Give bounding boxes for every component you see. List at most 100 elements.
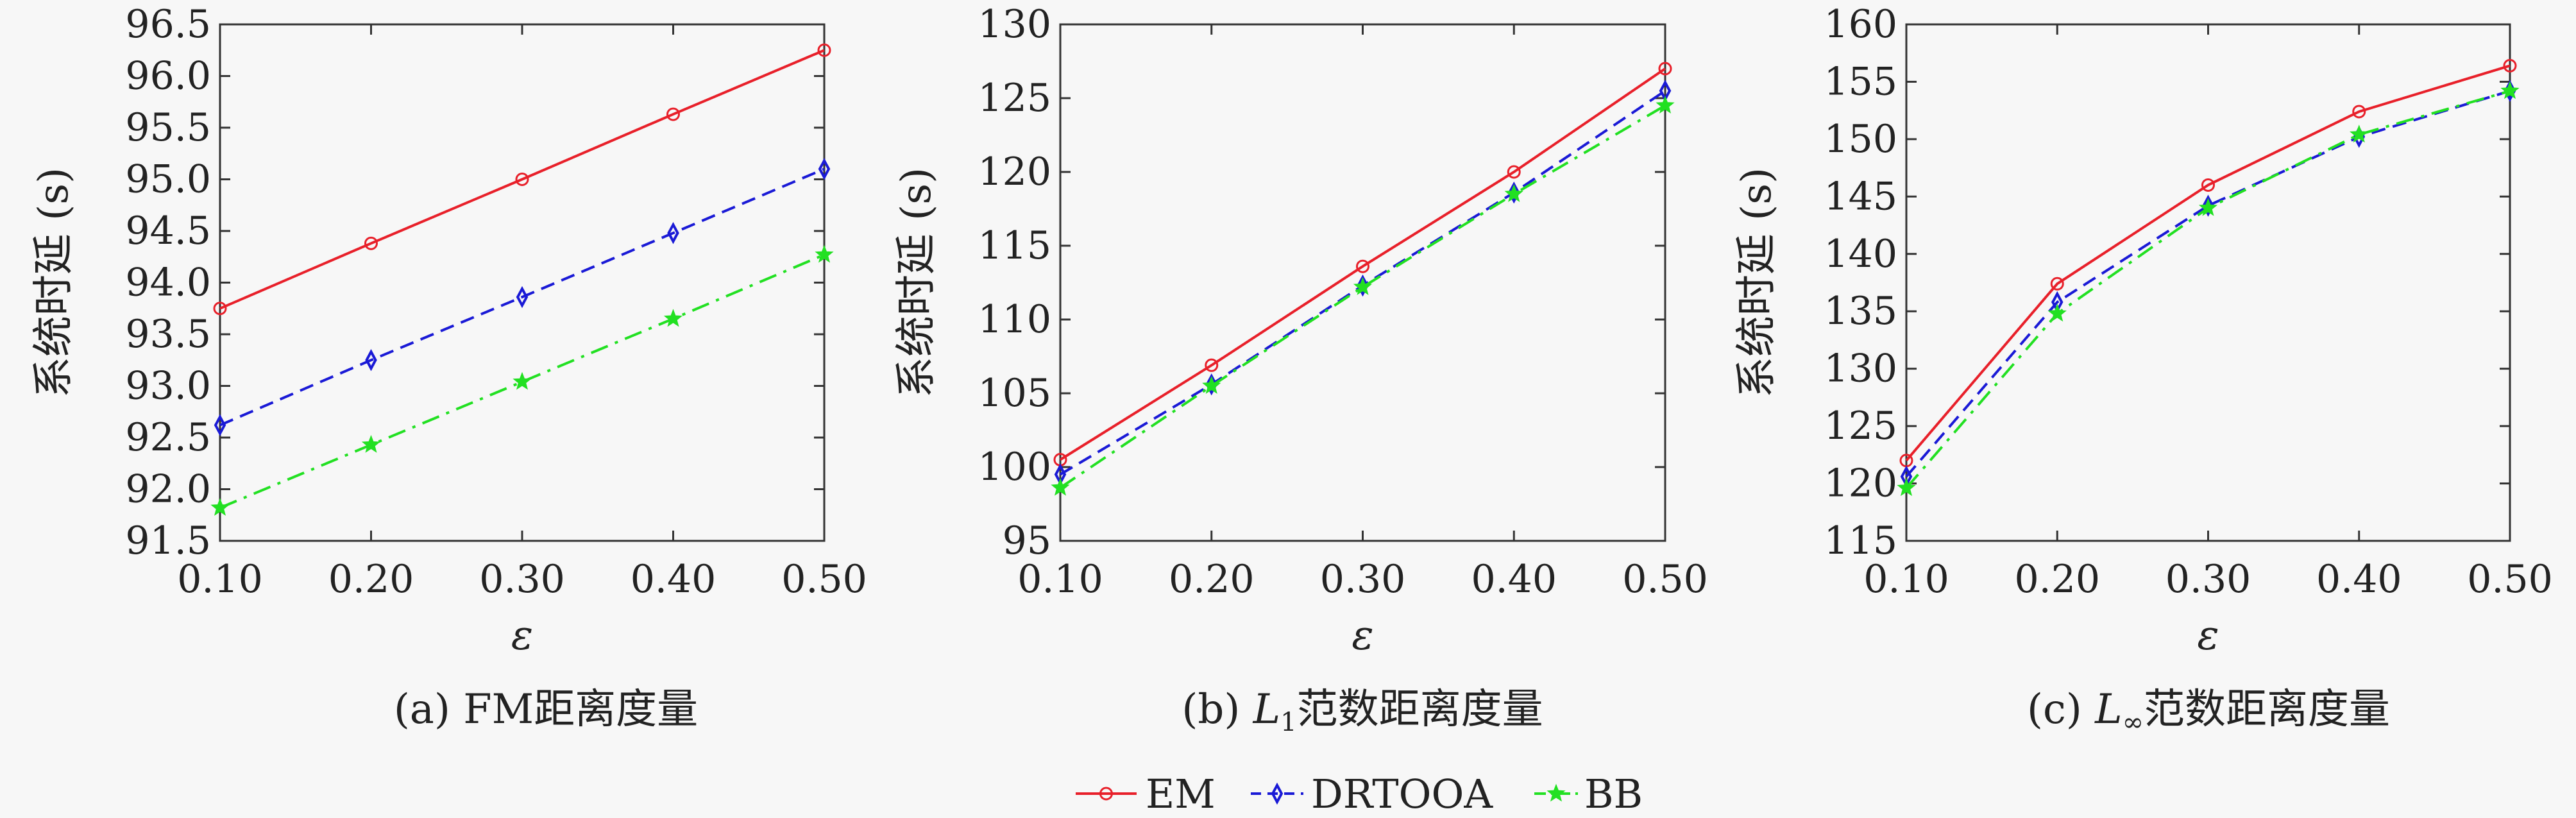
series-drtooa	[214, 158, 831, 436]
x-tick-label: 0.40	[631, 557, 716, 602]
x-tick-label: 0.50	[781, 557, 867, 602]
x-tick-label: 0.20	[1169, 557, 1255, 602]
caption-c-math: L	[2094, 686, 2123, 733]
data-point-bb	[513, 371, 532, 390]
y-tick-label: 96.5	[125, 2, 211, 47]
x-tick-label: 0.30	[1320, 557, 1406, 602]
data-point-em	[2503, 58, 2517, 72]
series-line-bb	[1059, 104, 1666, 489]
y-axis-label: 系统时延 (s)	[893, 167, 940, 398]
y-tick-label: 95	[1003, 518, 1051, 563]
caption-b-suffix: 范数距离度量	[1297, 686, 1543, 733]
caption-c-suffix: 范数距离度量	[2144, 686, 2390, 733]
y-tick-label: 93.0	[125, 364, 211, 409]
data-point-bb	[2047, 303, 2067, 322]
series-line-drtooa	[1905, 89, 2511, 478]
panel-l1-distance: 95 100 105 110 115 120 125 130 0.10 0.20 0.30 0.40 0…	[893, 2, 1708, 660]
y-tick-label: 91.5	[125, 518, 211, 563]
data-point-bb	[1897, 478, 1916, 497]
data-point-drtooa	[1507, 181, 1520, 204]
data-point-drtooa	[1205, 373, 1218, 396]
data-point-drtooa	[365, 349, 377, 371]
data-point-em	[2201, 178, 2215, 192]
data-point-em	[1356, 259, 1369, 273]
legend-item-drtooa: DRTOOA	[1251, 771, 1493, 817]
data-point-bb	[1051, 477, 1070, 496]
x-tick-label: 0.40	[2316, 557, 2402, 602]
x-tick-label: 0.40	[1471, 557, 1557, 602]
y-tick-label: 135	[1824, 289, 1897, 334]
caption-c-sub: ∞	[2123, 708, 2144, 737]
data-point-bb	[210, 498, 230, 516]
legend: EM DRTOOA BB	[1076, 771, 1643, 817]
data-point-em	[2352, 105, 2366, 119]
data-point-bb	[815, 244, 834, 263]
y-tick-label: 140	[1824, 232, 1897, 277]
caption-b-prefix: (b)	[1182, 686, 1253, 733]
y-axis-label: 系统时延 (s)	[1733, 167, 1781, 398]
legend-marker-bb	[1546, 783, 1566, 802]
x-tick-label: 0.10	[177, 557, 263, 602]
y-tick-label: 120	[1824, 461, 1897, 506]
data-point-drtooa	[214, 414, 226, 436]
series-line-drtooa	[219, 167, 825, 427]
x-tick-label: 0.10	[1017, 557, 1103, 602]
x-axis-label: ε	[1352, 612, 1373, 660]
caption-c-prefix: (c)	[2027, 686, 2095, 733]
y-tick-label: 115	[978, 223, 1051, 268]
data-point-bb	[1202, 376, 1221, 394]
y-tick-label: 150	[1824, 117, 1897, 162]
legend-label-bb: BB	[1584, 771, 1643, 817]
y-tick-label: 115	[1824, 518, 1897, 563]
y-tick-label: 130	[978, 2, 1051, 47]
x-tick-label: 0.20	[328, 557, 414, 602]
y-tick-label: 125	[1824, 404, 1897, 448]
y-axis-label: 系统时延 (s)	[30, 167, 78, 398]
series-bb	[210, 244, 834, 516]
y-tick-label: 155	[1824, 59, 1897, 104]
legend-label-drtooa: DRTOOA	[1311, 771, 1493, 817]
x-tick-label: 0.10	[1863, 557, 1949, 602]
panel-fm-distance: 91.5 92.0 92.5 93.0 93.5 94.0 94.5 95.0 95.5 96.0…	[30, 2, 867, 660]
data-point-em	[364, 236, 378, 250]
legend-item-bb: BB	[1534, 771, 1643, 817]
legend-item-em: EM	[1076, 771, 1216, 817]
caption-b: (b) L1范数距离度量	[1182, 686, 1543, 737]
y-tick-label: 95.5	[125, 105, 211, 150]
data-point-em	[1507, 165, 1521, 179]
y-tick-label: 92.5	[125, 415, 211, 460]
data-point-bb	[1353, 277, 1373, 295]
series-line-em	[1059, 67, 1666, 461]
data-point-em	[213, 302, 227, 316]
y-tick-label: 96.0	[125, 54, 211, 99]
data-point-em	[2050, 277, 2064, 291]
caption-b-sub: 1	[1280, 708, 1296, 737]
data-point-bb	[361, 434, 381, 453]
y-tick-label: 93.5	[125, 312, 211, 357]
data-point-drtooa	[1357, 274, 1369, 297]
x-axis-label: ε	[2197, 612, 2219, 660]
y-tick-label: 125	[978, 76, 1051, 121]
caption-a: (a) FM距离度量	[394, 686, 698, 733]
data-point-em	[1658, 62, 1672, 76]
data-point-em	[1205, 358, 1219, 372]
series-line-em	[1905, 64, 2511, 462]
legend-label-em: EM	[1146, 771, 1216, 817]
data-point-bb	[663, 309, 683, 327]
y-tick-label: 95.0	[125, 157, 211, 202]
y-tick-label: 100	[978, 445, 1051, 490]
series-line-em	[219, 49, 825, 310]
legend-marker-drtooa	[1271, 782, 1284, 805]
data-point-bb	[1656, 96, 1675, 114]
y-tick-label: 160	[1824, 2, 1897, 47]
caption-b-math: L	[1253, 686, 1281, 733]
x-axis-label: ε	[511, 612, 533, 660]
x-tick-label: 0.30	[2165, 557, 2251, 602]
series-em	[1899, 58, 2517, 468]
data-point-em	[515, 173, 529, 186]
series-bb	[1051, 96, 1675, 496]
x-tick-label: 0.30	[479, 557, 565, 602]
panel-linf-distance: 115 120 125 130 135 140 145 150 155 160 0.10 0.20 0.…	[1733, 2, 2553, 660]
y-tick-label: 94.0	[125, 260, 211, 305]
